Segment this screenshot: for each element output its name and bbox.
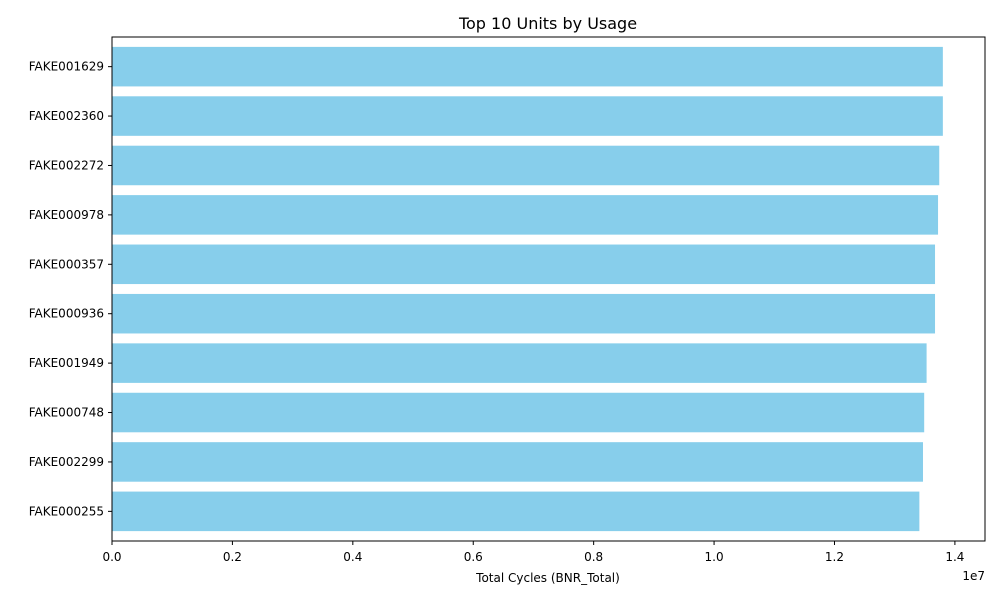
y-tick-label: FAKE002360 <box>29 109 104 123</box>
y-tick-label: FAKE000936 <box>29 307 104 321</box>
x-tick-label: 0.8 <box>584 550 603 564</box>
bar <box>112 195 939 235</box>
x-axis-ticks: 0.0 0.2 0.4 0.6 0.8 1.0 1.2 1.4 <box>102 541 964 564</box>
bar <box>112 46 943 87</box>
x-axis-label: Total Cycles (BNR_Total) <box>475 571 620 585</box>
bar <box>112 145 940 186</box>
y-tick-label: FAKE002272 <box>29 158 104 172</box>
y-tick-label: FAKE001949 <box>29 356 104 370</box>
bar <box>112 343 927 383</box>
x-tick-label: 0.4 <box>343 550 362 564</box>
x-axis-scale-label: 1e7 <box>962 569 985 583</box>
y-axis-ticks: FAKE001629 FAKE002360 FAKE002272 FAKE000978… <box>29 60 112 518</box>
bars-group <box>112 46 943 532</box>
bar <box>112 392 925 433</box>
bar <box>112 491 920 532</box>
bar <box>112 442 923 482</box>
bar <box>112 96 943 136</box>
y-tick-label: FAKE002299 <box>29 455 104 469</box>
bar <box>112 244 936 285</box>
x-tick-label: 0.6 <box>464 550 483 564</box>
y-tick-label: FAKE000748 <box>29 406 104 420</box>
x-tick-label: 0.0 <box>102 550 121 564</box>
chart-title: Top 10 Units by Usage <box>458 14 637 33</box>
y-tick-label: FAKE000978 <box>29 208 104 222</box>
y-tick-label: FAKE000255 <box>29 504 104 518</box>
x-tick-label: 1.4 <box>945 550 964 564</box>
x-tick-label: 1.2 <box>825 550 844 564</box>
bar <box>112 293 936 334</box>
y-tick-label: FAKE000357 <box>29 257 104 271</box>
y-tick-label: FAKE001629 <box>29 60 104 74</box>
x-tick-label: 0.2 <box>223 550 242 564</box>
x-tick-label: 1.0 <box>705 550 724 564</box>
plot-frame <box>111 36 986 542</box>
